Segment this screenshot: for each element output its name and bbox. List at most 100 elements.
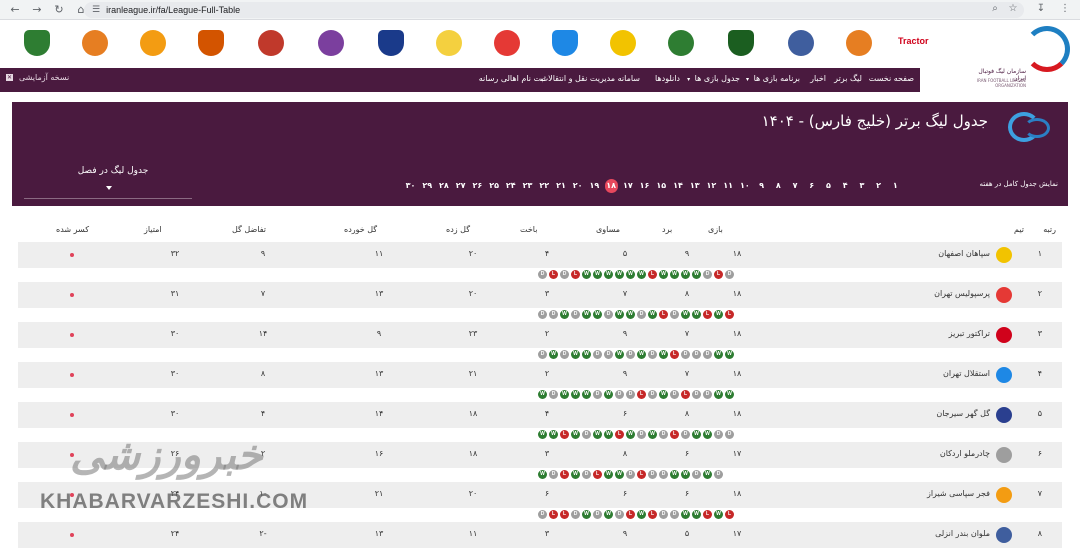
drawn-cell: ۵ [622, 249, 628, 258]
back-icon[interactable]: ← [10, 2, 20, 16]
table-row[interactable]: ۵ گل گهر سیرجان ۱۸ ۸ ۶ ۴ ۱۸ ۱۴ ۴ ۳۰ [18, 402, 1062, 428]
form-result-W: W [637, 510, 646, 519]
nav-media-registration[interactable]: ثبت نام اهالی رسانه [478, 74, 546, 83]
club-logo-aluminium[interactable] [728, 30, 754, 56]
team-name[interactable]: سپاهان اصفهان [938, 249, 990, 258]
nav-home[interactable]: صفحه نخست [868, 74, 914, 83]
week-22[interactable]: ۲۲ [539, 181, 550, 190]
club-logo-malavan[interactable] [788, 30, 814, 56]
week-28[interactable]: ۲۸ [439, 181, 449, 190]
nav-news[interactable]: اخبار [810, 74, 826, 83]
team-name[interactable]: پرسپولیس تهران [934, 289, 990, 298]
week-13[interactable]: ۱۳ [689, 181, 700, 190]
week-1[interactable]: ۱ [892, 181, 898, 190]
nav-tables-label: جدول بازی ها [694, 74, 740, 83]
club-logo-persepolis[interactable] [494, 30, 520, 56]
team-name[interactable]: فجر سپاسی شیراز [926, 489, 990, 498]
form-result-D: D [593, 510, 602, 519]
url-text[interactable]: iranleague.ir/fa/League-Full-Table [106, 5, 241, 15]
week-4[interactable]: ۴ [842, 181, 848, 190]
team-name[interactable]: تراکتور تبریز [948, 329, 990, 338]
week-19[interactable]: ۱۹ [589, 181, 600, 190]
form-result-W: W [670, 470, 679, 479]
nav-premier-league[interactable]: لیگ برتر [834, 74, 862, 83]
reload-icon[interactable]: ↻ [54, 2, 64, 16]
nav-transfers[interactable]: سامانه مدیریت نقل و انتقالات [540, 74, 640, 83]
week-20[interactable]: ۲۰ [572, 181, 583, 190]
week-9[interactable]: ۹ [759, 181, 765, 190]
home-icon[interactable]: ⌂ [77, 2, 85, 16]
nav-tables[interactable]: جدول بازی ها ▾ [687, 74, 740, 83]
table-row[interactable]: ۳ تراکتور تبریز ۱۸ ۷ ۹ ۲ ۲۳ ۹ ۱۴ ۳۰ [18, 322, 1062, 348]
lost-cell: ۲ [544, 329, 550, 338]
table-row[interactable]: ۷ فجر سپاسی شیراز ۱۸ ۶ ۶ ۶ ۲۰ ۲۱ -۱ ۲۴ [18, 482, 1062, 508]
week-27[interactable]: ۲۷ [455, 181, 466, 190]
team-name[interactable]: استقلال تهران [943, 369, 990, 378]
week-24[interactable]: ۲۴ [505, 181, 516, 190]
week-23[interactable]: ۲۳ [522, 181, 533, 190]
week-10[interactable]: ۱۰ [739, 181, 750, 190]
week-12[interactable]: ۱۲ [706, 181, 717, 190]
week-15[interactable]: ۱۵ [656, 181, 667, 190]
nav-fixtures[interactable]: برنامه بازی ها ▾ [746, 74, 800, 83]
rank-cell: ۴ [1037, 369, 1042, 378]
week-7[interactable]: ۷ [792, 181, 798, 190]
week-16[interactable]: ۱۶ [639, 181, 650, 190]
menu-icon[interactable]: ⋮ [1060, 3, 1070, 14]
club-logo-esteghlal-khuzestan[interactable] [378, 30, 404, 56]
club-logo-foolad[interactable] [846, 30, 872, 56]
week-21[interactable]: ۲۱ [556, 181, 566, 190]
drawn-cell: ۶ [622, 489, 628, 498]
club-logo-kheybar[interactable] [258, 30, 284, 56]
star-icon[interactable]: ☆ [1008, 3, 1018, 14]
col-gf: گل زده [446, 225, 471, 234]
form-result-L: L [549, 270, 558, 279]
nav-downloads[interactable]: دانلودها [654, 74, 680, 83]
week-30[interactable]: ۳۰ [405, 181, 416, 190]
address-bar[interactable]: ☰ iranleague.ir/fa/League-Full-Table [84, 2, 1024, 18]
club-logo-mes-rafsanjan[interactable] [198, 30, 224, 56]
gd-cell: -۱ [259, 489, 267, 498]
form-result-W: W [692, 270, 701, 279]
tune-icon[interactable]: ☰ [92, 5, 101, 15]
download-icon[interactable]: ↧ [1036, 3, 1046, 14]
club-logo-shams-azar[interactable] [24, 30, 50, 56]
table-row[interactable]: ۱ سپاهان اصفهان ۱۸ ۹ ۵ ۴ ۲۰ ۱۱ ۹ ۳۲ [18, 242, 1062, 268]
team-name[interactable]: ملوان بندر انزلی [935, 529, 990, 538]
week-25[interactable]: ۲۵ [489, 181, 499, 190]
club-logo-chadormalou[interactable] [140, 30, 166, 56]
form-result-W: W [571, 470, 580, 479]
zoom-icon[interactable]: ⌕ [992, 3, 998, 14]
week-11[interactable]: ۱۱ [723, 181, 734, 190]
table-row[interactable]: ۴ استقلال تهران ۱۸ ۷ ۹ ۲ ۲۱ ۱۳ ۸ ۳۰ [18, 362, 1062, 388]
team-name[interactable]: چادرملو اردکان [939, 449, 990, 458]
table-row[interactable]: ۸ ملوان بندر انزلی ۱۷ ۵ ۹ ۳ ۱۱ ۱۳ -۲ ۲۴ [18, 522, 1062, 548]
clubs-logo-row [0, 20, 1080, 68]
close-icon[interactable]: ✕ [6, 74, 13, 81]
week-8[interactable]: ۸ [775, 181, 781, 190]
week-18[interactable]: ۱۸ [604, 179, 618, 193]
week-2[interactable]: ۲ [876, 181, 882, 190]
season-select[interactable] [24, 180, 192, 200]
week-14[interactable]: ۱۴ [673, 181, 683, 190]
club-logo-sepahan[interactable] [610, 30, 636, 56]
form-result-L: L [725, 310, 734, 319]
week-3[interactable]: ۳ [859, 181, 865, 190]
page-title: جدول لیگ برتر (خلیج فارس) - ۱۴۰۴ [761, 112, 988, 130]
club-logo-havadar[interactable] [318, 30, 344, 56]
week-26[interactable]: ۲۶ [472, 181, 483, 190]
week-6[interactable]: ۶ [809, 181, 815, 190]
club-logo-esteghlal[interactable] [552, 30, 578, 56]
club-logo-naft[interactable] [436, 30, 462, 56]
table-row[interactable]: ۶ چادرملو اردکان ۱۷ ۶ ۸ ۳ ۱۸ ۱۶ ۲ ۲۶ [18, 442, 1062, 468]
team-name[interactable]: گل گهر سیرجان [936, 409, 990, 418]
forward-icon[interactable]: → [32, 2, 42, 16]
week-17[interactable]: ۱۷ [622, 181, 633, 190]
week-29[interactable]: ۲۹ [422, 181, 433, 190]
col-pts: امتیاز [144, 225, 162, 234]
week-5[interactable]: ۵ [826, 181, 831, 190]
league-logo[interactable]: سازمان لیگ فوتبال ایران IRAN FOOTBALL LE… [966, 26, 1072, 98]
table-row[interactable]: ۲ پرسپولیس تهران ۱۸ ۸ ۷ ۳ ۲۰ ۱۳ ۷ ۳۱ [18, 282, 1062, 308]
club-logo-gol-gohar[interactable] [82, 30, 108, 56]
club-logo-zob-ahan[interactable] [668, 30, 694, 56]
